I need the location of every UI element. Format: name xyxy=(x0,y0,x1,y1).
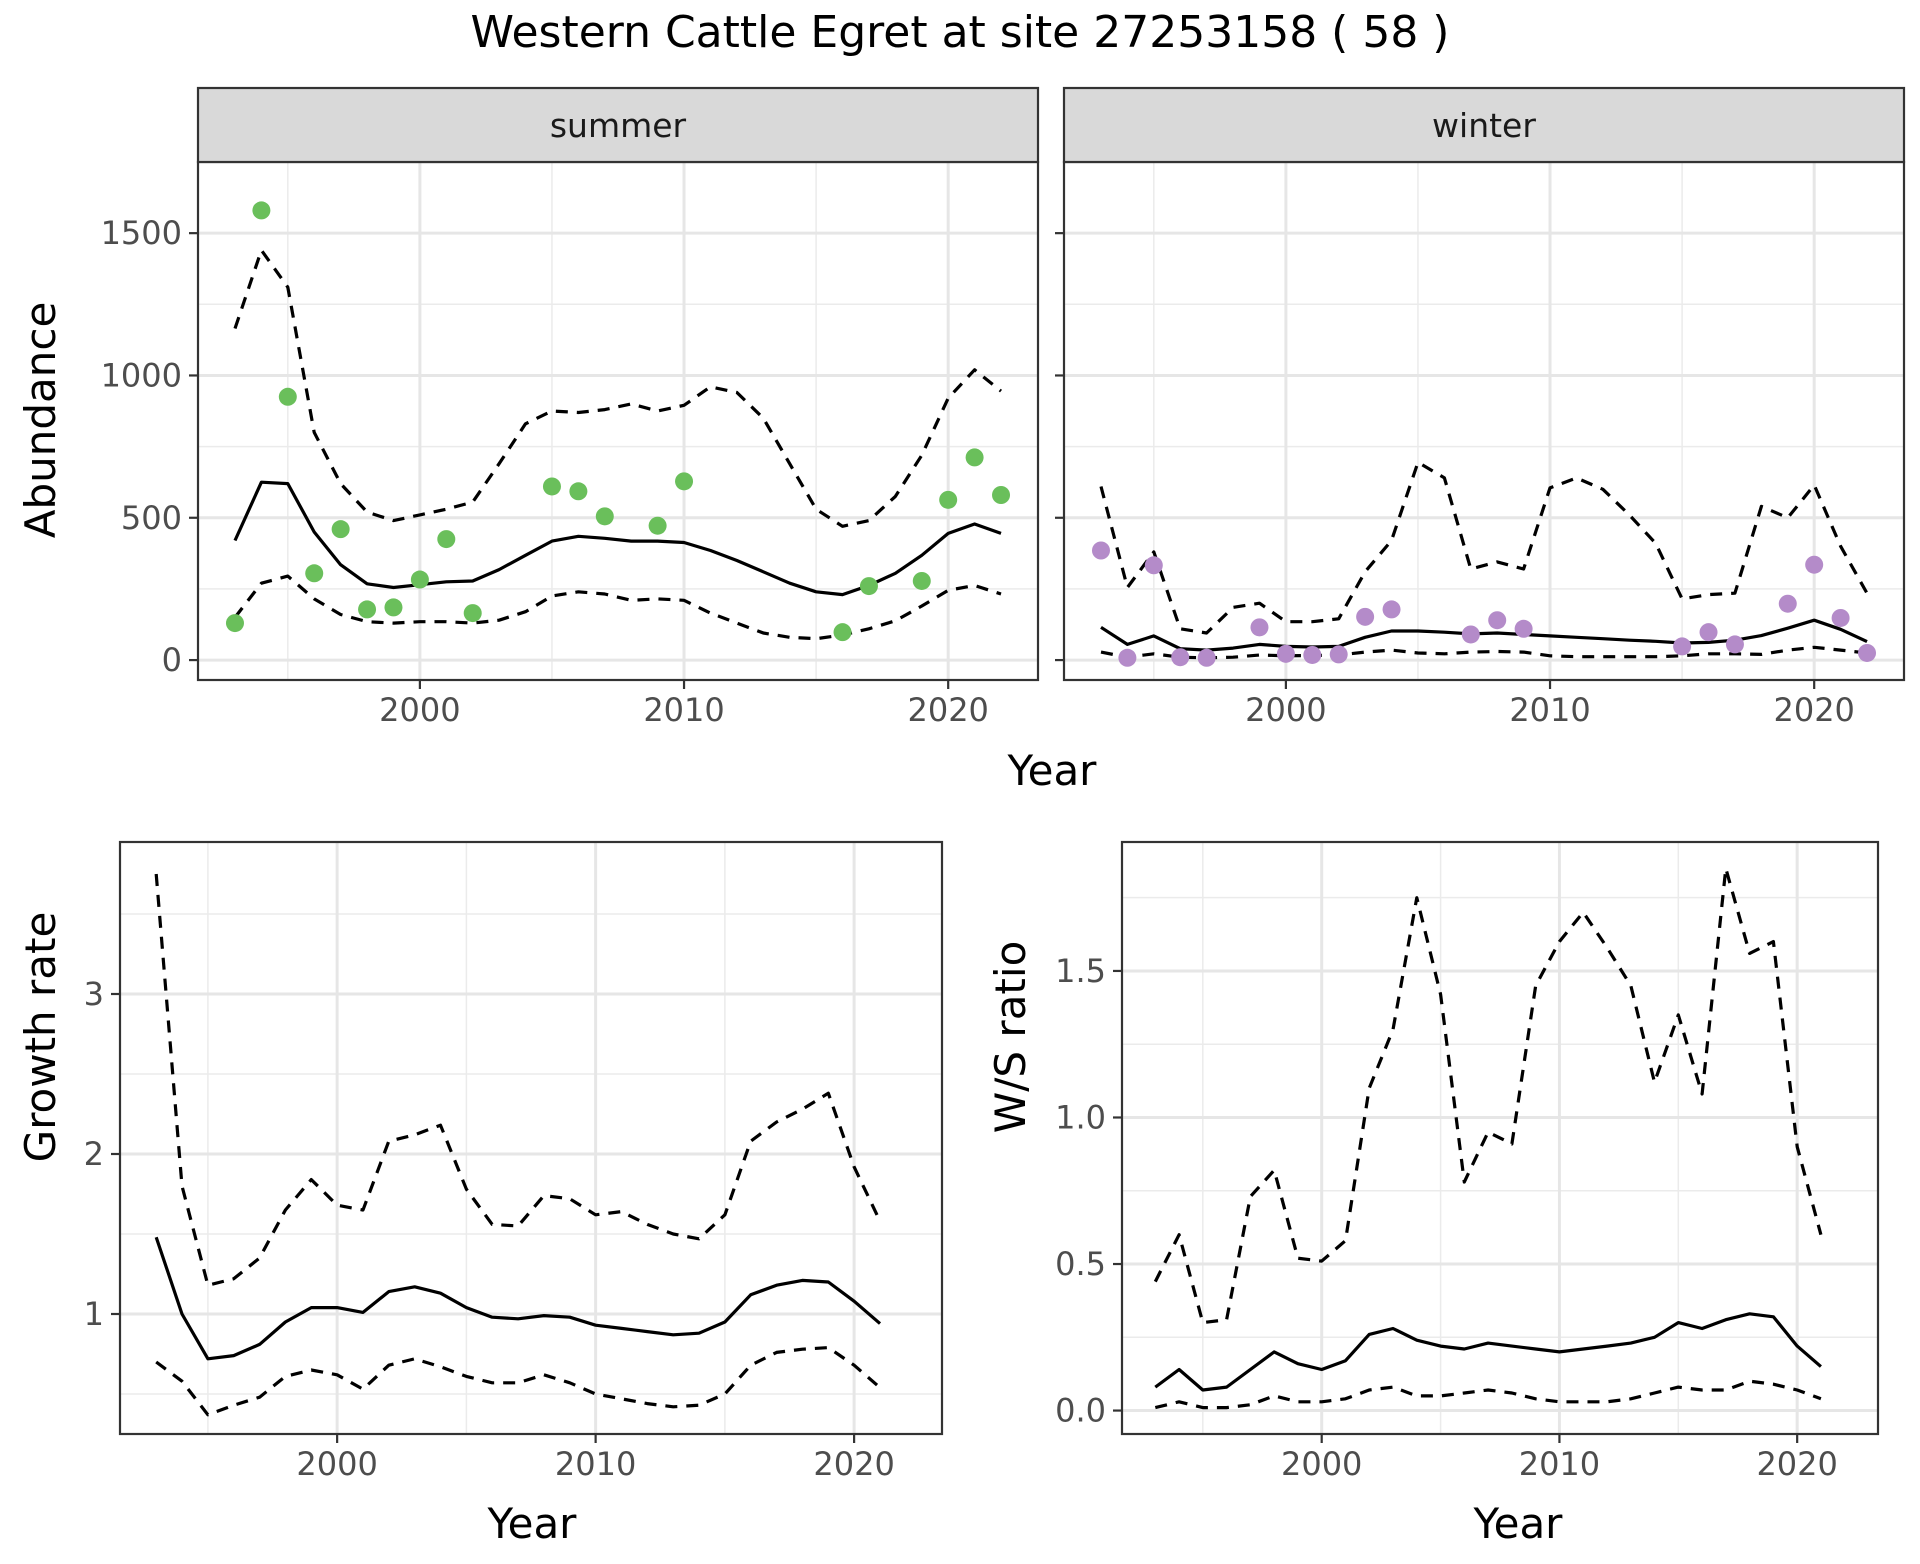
y-tick-label: 0.5 xyxy=(1055,1245,1106,1283)
data-point xyxy=(1171,648,1190,667)
winter-panel: winter 2000 2010 2020 xyxy=(1055,86,1906,729)
panel-border xyxy=(118,840,944,1436)
top-x-axis-title: Year xyxy=(1007,746,1098,795)
data-point xyxy=(225,614,244,633)
x-tick-label: 2020 xyxy=(1756,1445,1837,1483)
data-point xyxy=(1514,619,1533,638)
panel-border xyxy=(1120,840,1880,1436)
data-point xyxy=(1461,625,1480,644)
data-point xyxy=(1725,635,1744,654)
y-tick-label: 3 xyxy=(84,975,104,1013)
y-tick-label: 1000 xyxy=(101,356,182,394)
series-line-upper xyxy=(233,248,1003,528)
x-tick-label: 2010 xyxy=(1509,691,1590,729)
facet-strip-label: summer xyxy=(550,106,687,145)
data-point xyxy=(648,516,667,535)
x-tick-label: 2010 xyxy=(555,1445,636,1483)
x-tick-label: 2020 xyxy=(813,1445,894,1483)
x-tick-label: 2000 xyxy=(296,1445,377,1483)
data-point xyxy=(1778,594,1797,613)
data-point xyxy=(1831,608,1850,627)
y-tick-label: 0.0 xyxy=(1055,1392,1106,1430)
data-point xyxy=(1303,645,1322,664)
x-tick-label: 2000 xyxy=(1281,1445,1362,1483)
growth-rate-panel: 2000 2010 2020 1 2 3 xyxy=(84,840,944,1483)
data-point xyxy=(569,482,588,501)
series-line-upper xyxy=(1099,460,1869,635)
series-line-lower xyxy=(1154,1379,1822,1410)
data-point xyxy=(252,201,271,220)
data-point xyxy=(1329,645,1348,664)
data-point xyxy=(410,570,429,589)
series-line-fit xyxy=(1154,1312,1822,1392)
facet-strip xyxy=(1062,86,1906,164)
data-point xyxy=(595,507,614,526)
growth-x-axis-title: Year xyxy=(487,1499,578,1548)
y-tick-label: 500 xyxy=(121,499,182,537)
growth-y-axis-title: Growth rate xyxy=(16,912,65,1163)
y-tick-label: 1500 xyxy=(101,214,182,252)
ratio-y-axis-title: W/S ratio xyxy=(986,941,1035,1134)
data-point xyxy=(463,604,482,623)
data-point xyxy=(305,564,324,583)
series-line-fit xyxy=(154,1236,882,1361)
chart-title: Western Cattle Egret at site 27253158 ( … xyxy=(471,7,1450,58)
x-tick-label: 2000 xyxy=(1245,691,1326,729)
data-point xyxy=(1356,607,1375,626)
data-point xyxy=(1091,541,1110,560)
y-tick-label: 0 xyxy=(162,641,182,679)
ws-ratio-panel: 2000 2010 2020 0.0 0.5 1.0 1.5 xyxy=(1055,840,1880,1483)
plot-area xyxy=(1064,162,1904,680)
top-y-axis-title: Abundance xyxy=(16,302,65,539)
facet-strip-label: winter xyxy=(1432,106,1536,145)
data-point xyxy=(992,486,1011,504)
data-point xyxy=(1382,600,1401,619)
series-line-lower xyxy=(1100,645,1868,660)
series-line-lower xyxy=(155,1346,882,1417)
data-point xyxy=(1488,611,1507,630)
data-point xyxy=(675,472,694,491)
data-point xyxy=(1197,648,1216,667)
data-point xyxy=(1276,644,1295,663)
y-tick-label: 2 xyxy=(84,1135,104,1173)
x-tick-label: 2010 xyxy=(1519,1445,1600,1483)
data-point xyxy=(1250,618,1269,637)
plot-area xyxy=(120,842,942,1434)
data-point xyxy=(912,571,931,590)
facet-strip xyxy=(196,86,1040,164)
y-tick-label: 1 xyxy=(84,1295,104,1333)
x-tick-label: 2020 xyxy=(1773,691,1854,729)
data-point xyxy=(437,530,456,549)
data-point xyxy=(859,577,878,596)
data-point xyxy=(542,477,561,496)
data-point xyxy=(358,600,377,619)
data-point xyxy=(1699,623,1718,642)
data-point xyxy=(384,598,403,617)
data-point xyxy=(1805,555,1824,574)
data-point xyxy=(331,520,350,539)
y-tick-label: 1.5 xyxy=(1055,952,1106,990)
series-line-upper xyxy=(154,873,882,1287)
data-point xyxy=(1144,556,1163,575)
plot-area xyxy=(198,162,1038,680)
series-line-upper xyxy=(1153,866,1823,1325)
ratio-x-axis-title: Year xyxy=(1473,1499,1564,1548)
data-point xyxy=(1673,637,1692,656)
data-point xyxy=(1118,648,1137,667)
x-tick-label: 2020 xyxy=(907,691,988,729)
data-point xyxy=(833,623,852,642)
x-tick-label: 2010 xyxy=(643,691,724,729)
series-line-lower xyxy=(233,574,1002,641)
y-tick-label: 1.0 xyxy=(1055,1098,1106,1136)
data-point xyxy=(965,448,984,467)
data-point xyxy=(939,490,958,509)
summer-panel: summer 2000 2010 2020 0 500 1000 1500 xyxy=(101,86,1040,729)
x-tick-label: 2000 xyxy=(379,691,460,729)
data-point xyxy=(1858,643,1877,662)
data-point xyxy=(278,387,297,406)
